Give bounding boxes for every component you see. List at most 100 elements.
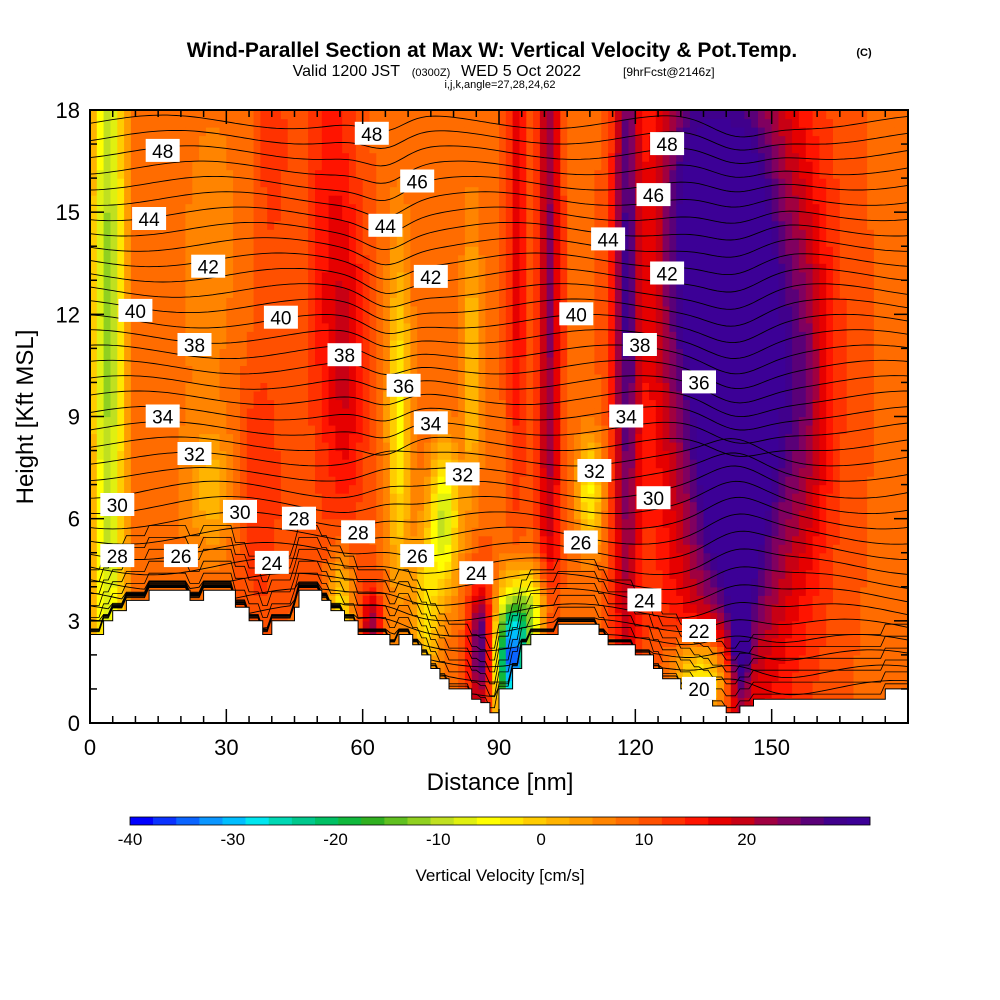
- velocity-cell: [301, 339, 309, 349]
- velocity-cell: [355, 459, 364, 469]
- velocity-cell: [260, 382, 268, 392]
- velocity-cell: [478, 152, 486, 162]
- velocity-cell: [165, 161, 173, 171]
- velocity-cell: [328, 552, 336, 562]
- velocity-cell: [301, 118, 309, 128]
- velocity-cell: [376, 237, 384, 247]
- velocity-cell: [458, 501, 466, 511]
- velocity-cell: [294, 305, 302, 315]
- velocity-cell: [512, 373, 520, 383]
- velocity-cell: [478, 220, 486, 230]
- velocity-cell: [158, 510, 166, 520]
- velocity-cell: [267, 356, 275, 366]
- velocity-cell: [274, 152, 282, 162]
- velocity-cell: [287, 501, 296, 511]
- velocity-cell: [130, 365, 139, 375]
- velocity-cell: [137, 365, 146, 375]
- velocity-cell: [349, 425, 357, 435]
- velocity-cell: [246, 484, 255, 494]
- velocity-cell: [185, 433, 193, 443]
- velocity-cell: [471, 535, 480, 545]
- velocity-cell: [144, 493, 152, 503]
- velocity-cell: [199, 110, 207, 120]
- velocity-cell: [301, 348, 309, 358]
- velocity-cell: [253, 118, 261, 128]
- velocity-cell: [342, 118, 350, 128]
- velocity-cell: [267, 620, 275, 630]
- velocity-cell: [519, 305, 527, 315]
- velocity-cell: [219, 297, 227, 307]
- velocity-cell: [485, 254, 493, 264]
- velocity-cell: [444, 348, 452, 358]
- velocity-cell: [151, 356, 159, 366]
- velocity-cell: [546, 110, 555, 120]
- velocity-cell: [505, 314, 514, 324]
- velocity-cell: [246, 297, 255, 307]
- velocity-cell: [124, 237, 132, 247]
- velocity-cell: [349, 152, 357, 162]
- velocity-cell: [233, 118, 241, 128]
- velocity-cell: [226, 186, 234, 196]
- velocity-cell: [451, 135, 459, 145]
- velocity-cell: [96, 339, 105, 349]
- velocity-cell: [178, 280, 186, 290]
- velocity-cell: [96, 322, 105, 332]
- velocity-cell: [342, 552, 350, 562]
- velocity-cell: [403, 254, 411, 264]
- velocity-cell: [137, 408, 146, 418]
- velocity-cell: [362, 178, 371, 188]
- velocity-cell: [171, 493, 180, 503]
- velocity-cell: [383, 365, 391, 375]
- velocity-cell: [505, 152, 514, 162]
- velocity-cell: [526, 527, 534, 537]
- velocity-cell: [396, 467, 405, 477]
- velocity-cell: [301, 178, 309, 188]
- velocity-cell: [185, 365, 193, 375]
- velocity-cell: [355, 288, 364, 298]
- velocity-cell: [226, 484, 234, 494]
- velocity-cell: [335, 442, 343, 452]
- velocity-cell: [410, 237, 418, 247]
- velocity-cell: [519, 373, 527, 383]
- velocity-cell: [226, 408, 234, 418]
- velocity-cell: [212, 152, 221, 162]
- velocity-cell: [492, 297, 500, 307]
- velocity-cell: [376, 510, 384, 520]
- velocity-cell: [240, 586, 248, 596]
- velocity-cell: [253, 416, 261, 426]
- velocity-cell: [546, 433, 555, 443]
- velocity-cell: [526, 484, 534, 494]
- velocity-cell: [505, 510, 514, 520]
- velocity-cell: [553, 161, 561, 171]
- velocity-cell: [110, 450, 118, 460]
- velocity-cell: [280, 135, 289, 145]
- velocity-cell: [478, 127, 486, 137]
- velocity-cell: [171, 127, 180, 137]
- velocity-cell: [287, 544, 296, 554]
- velocity-cell: [294, 552, 302, 562]
- velocity-cell: [362, 195, 371, 205]
- velocity-cell: [342, 280, 350, 290]
- velocity-cell: [137, 493, 146, 503]
- velocity-cell: [137, 467, 146, 477]
- velocity-cell: [492, 569, 500, 579]
- velocity-cell: [103, 169, 111, 179]
- velocity-cell: [539, 433, 548, 443]
- velocity-cell: [410, 484, 418, 494]
- velocity-cell: [437, 305, 445, 315]
- velocity-cell: [130, 144, 139, 154]
- velocity-cell: [103, 237, 111, 247]
- velocity-cell: [96, 467, 105, 477]
- velocity-cell: [444, 118, 452, 128]
- velocity-cell: [328, 127, 336, 137]
- velocity-cell: [369, 263, 377, 273]
- velocity-cell: [417, 527, 425, 537]
- velocity-cell: [240, 178, 248, 188]
- velocity-cell: [315, 459, 323, 469]
- velocity-cell: [171, 271, 180, 281]
- velocity-cell: [410, 595, 418, 605]
- velocity-cell: [499, 442, 507, 452]
- velocity-cell: [219, 220, 227, 230]
- velocity-cell: [328, 382, 336, 392]
- velocity-cell: [287, 280, 296, 290]
